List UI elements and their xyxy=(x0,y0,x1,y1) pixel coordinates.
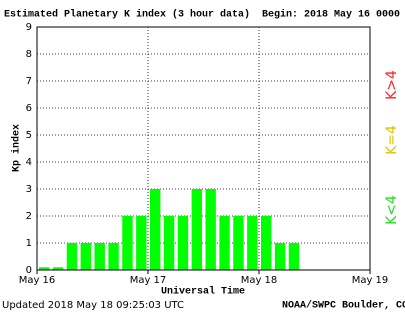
bar xyxy=(261,216,272,270)
bar xyxy=(39,267,50,270)
bar xyxy=(136,216,147,270)
y-tick-label: 5 xyxy=(26,130,32,141)
y-tick-label: 0 xyxy=(26,265,32,276)
bar xyxy=(205,189,216,270)
y-tick-label: 6 xyxy=(26,103,32,114)
y-tick-label: 9 xyxy=(26,22,32,33)
y-tick-label: 7 xyxy=(26,76,32,87)
bar xyxy=(66,243,78,270)
bar xyxy=(108,243,119,270)
x-tick-label: May 17 xyxy=(130,275,167,286)
begin-label: Begin: 2018 May 16 0000 xyxy=(262,9,400,21)
x-axis-label: Universal Time xyxy=(161,286,245,298)
y-tick-label: 1 xyxy=(26,238,32,249)
y-tick-label: 4 xyxy=(26,157,32,168)
y-tick-label: 8 xyxy=(26,49,32,60)
bar xyxy=(219,216,230,270)
x-tick-label: May 16 xyxy=(19,275,56,286)
legend-entry: K>4 xyxy=(384,70,400,100)
bar xyxy=(122,216,133,270)
legend-entry: K<4 xyxy=(384,195,400,225)
source-label: NOAA/SWPC Boulder, CO USA xyxy=(282,300,405,312)
y-tick-label: 2 xyxy=(26,211,32,222)
bar xyxy=(80,243,91,270)
bar xyxy=(150,189,161,270)
bar xyxy=(274,243,286,270)
bar xyxy=(177,216,189,270)
x-tick-label: May 18 xyxy=(241,275,278,286)
updated-label: Updated 2018 May 18 09:25:03 UTC xyxy=(2,300,184,311)
bar xyxy=(233,216,244,270)
bar xyxy=(247,216,258,270)
legend-entry: K=4 xyxy=(384,125,400,155)
bar xyxy=(52,267,64,270)
plot-frame xyxy=(36,26,371,271)
bar xyxy=(163,216,175,270)
bar xyxy=(94,243,105,270)
y-axis-label: Kp index xyxy=(11,124,23,172)
x-tick-label: May 19 xyxy=(352,275,389,286)
plot-border xyxy=(36,26,371,271)
bar xyxy=(288,243,300,270)
bar xyxy=(191,189,202,270)
y-tick-label: 3 xyxy=(26,184,32,195)
chart-title: Estimated Planetary K index (3 hour data… xyxy=(4,9,250,21)
